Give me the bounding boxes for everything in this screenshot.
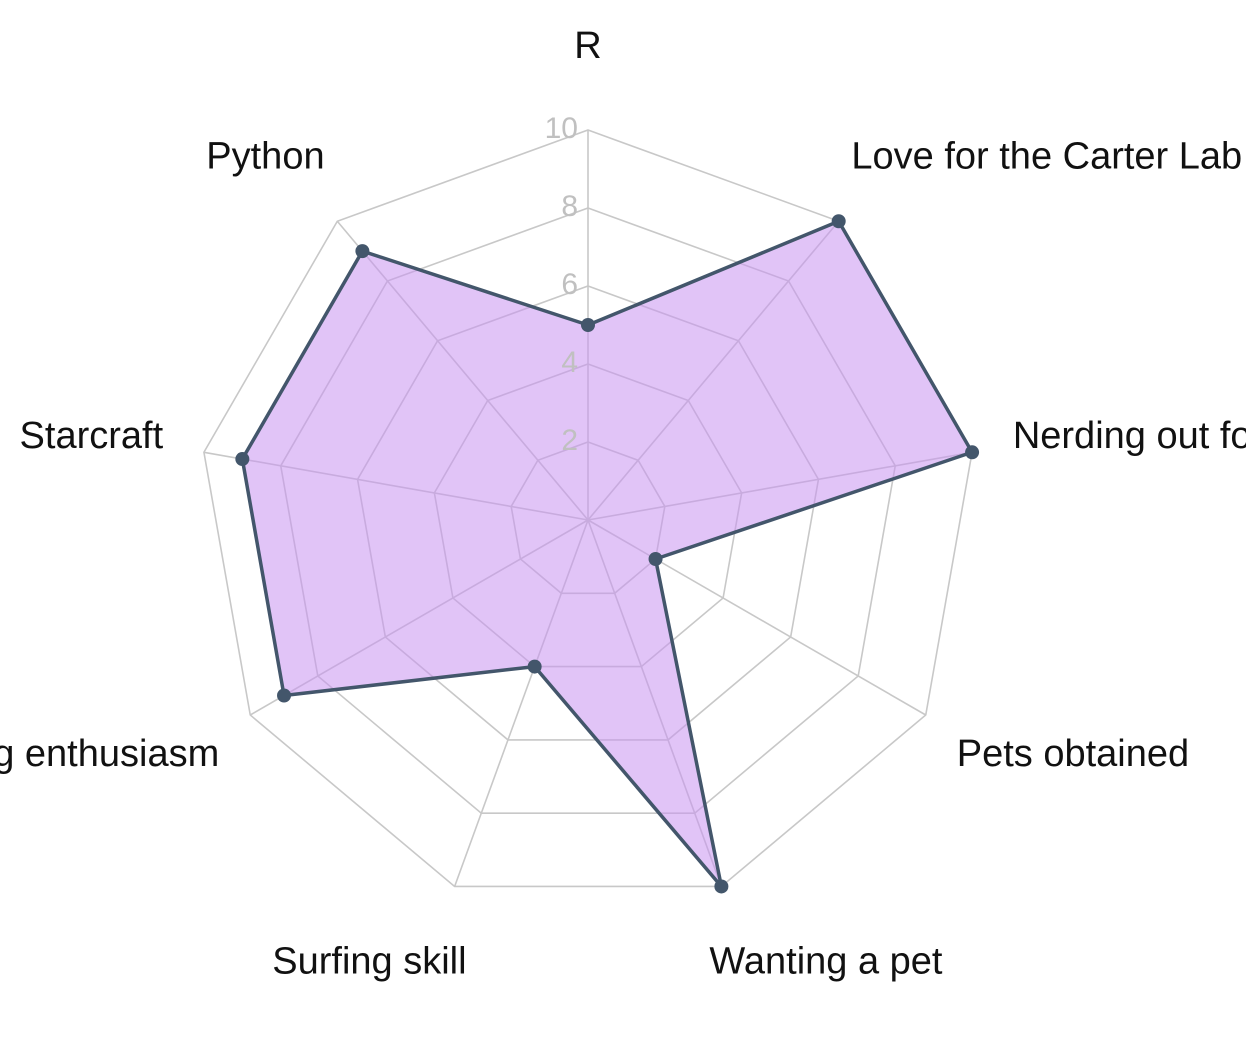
- data-point: [235, 452, 250, 467]
- axis-label: Love for the Carter Lab: [851, 135, 1242, 177]
- data-point: [648, 552, 663, 566]
- tick-label: 6: [561, 268, 578, 301]
- axis-label: Wanting a pet: [709, 941, 943, 983]
- axis-label: Nerding out for ML: [1013, 415, 1246, 457]
- tick-label: 10: [545, 112, 578, 145]
- data-point: [581, 318, 595, 332]
- tick-label: 8: [561, 190, 578, 223]
- axis-label: Pets obtained: [957, 733, 1189, 775]
- radial-tick-labels: 2 4 6 8 10: [545, 112, 578, 457]
- radar-series: [235, 214, 980, 894]
- axis-label: Surfing enthusiasm: [0, 733, 219, 775]
- axis-label: Starcraft: [20, 415, 164, 457]
- axis-label: R: [574, 25, 601, 67]
- data-point: [277, 688, 292, 703]
- data-point: [965, 445, 980, 460]
- tick-label: 2: [561, 424, 578, 457]
- data-point: [714, 879, 729, 894]
- data-point: [527, 659, 542, 674]
- series-area: [240, 219, 974, 889]
- data-point: [355, 244, 370, 259]
- axis-label: Python: [206, 135, 324, 177]
- axis-labels: R Love for the Carter Lab Nerding out for …: [0, 25, 1246, 983]
- data-point: [831, 214, 846, 229]
- tick-label: 4: [561, 346, 578, 379]
- axis-label: Surfing skill: [272, 941, 466, 983]
